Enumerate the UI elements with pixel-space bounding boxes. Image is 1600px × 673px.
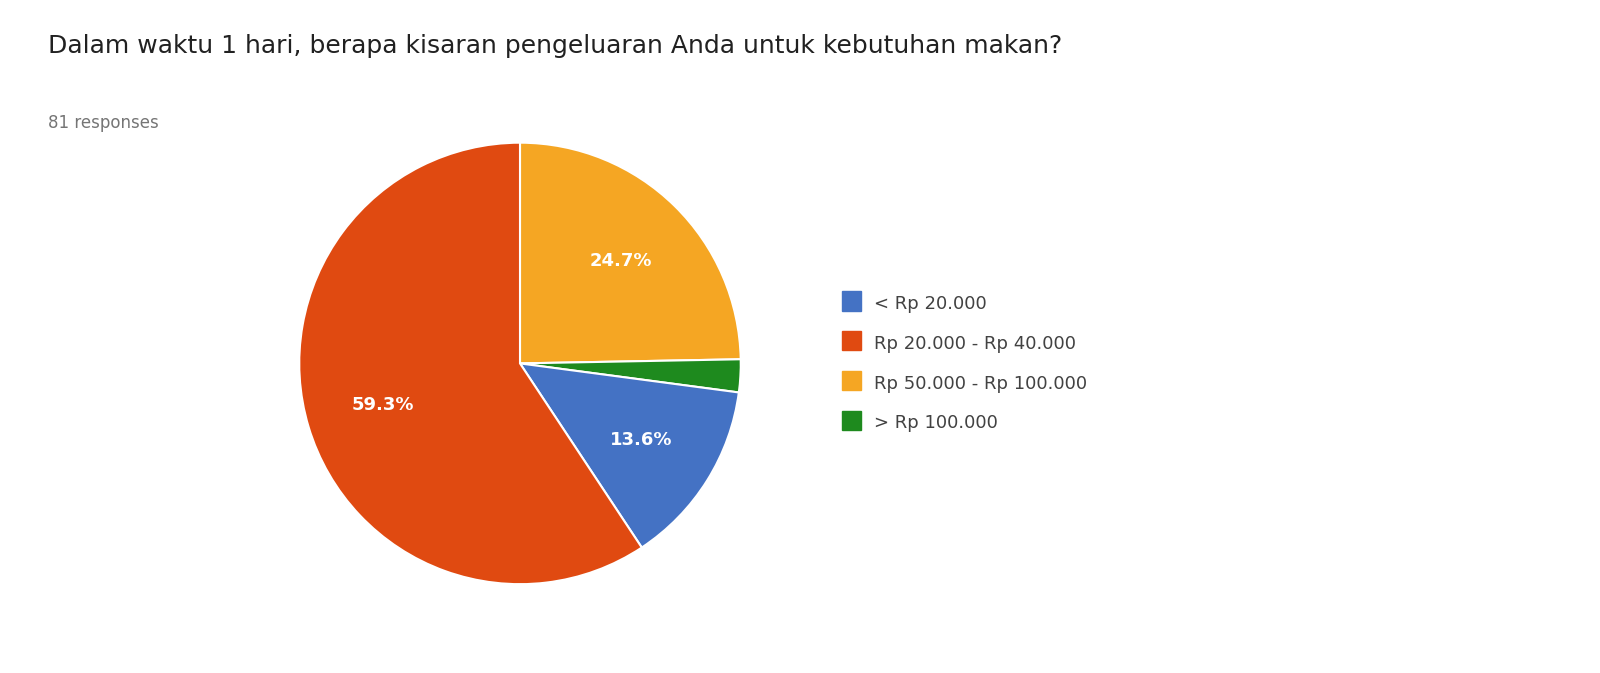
Wedge shape bbox=[520, 363, 739, 548]
Wedge shape bbox=[299, 143, 642, 584]
Text: 59.3%: 59.3% bbox=[352, 396, 414, 414]
Text: 24.7%: 24.7% bbox=[589, 252, 651, 270]
Legend: < Rp 20.000, Rp 20.000 - Rp 40.000, Rp 50.000 - Rp 100.000, > Rp 100.000: < Rp 20.000, Rp 20.000 - Rp 40.000, Rp 5… bbox=[832, 285, 1096, 441]
Text: 81 responses: 81 responses bbox=[48, 114, 158, 133]
Text: 13.6%: 13.6% bbox=[610, 431, 674, 448]
Wedge shape bbox=[520, 359, 741, 392]
Wedge shape bbox=[520, 143, 741, 363]
Text: Dalam waktu 1 hari, berapa kisaran pengeluaran Anda untuk kebutuhan makan?: Dalam waktu 1 hari, berapa kisaran penge… bbox=[48, 34, 1062, 58]
